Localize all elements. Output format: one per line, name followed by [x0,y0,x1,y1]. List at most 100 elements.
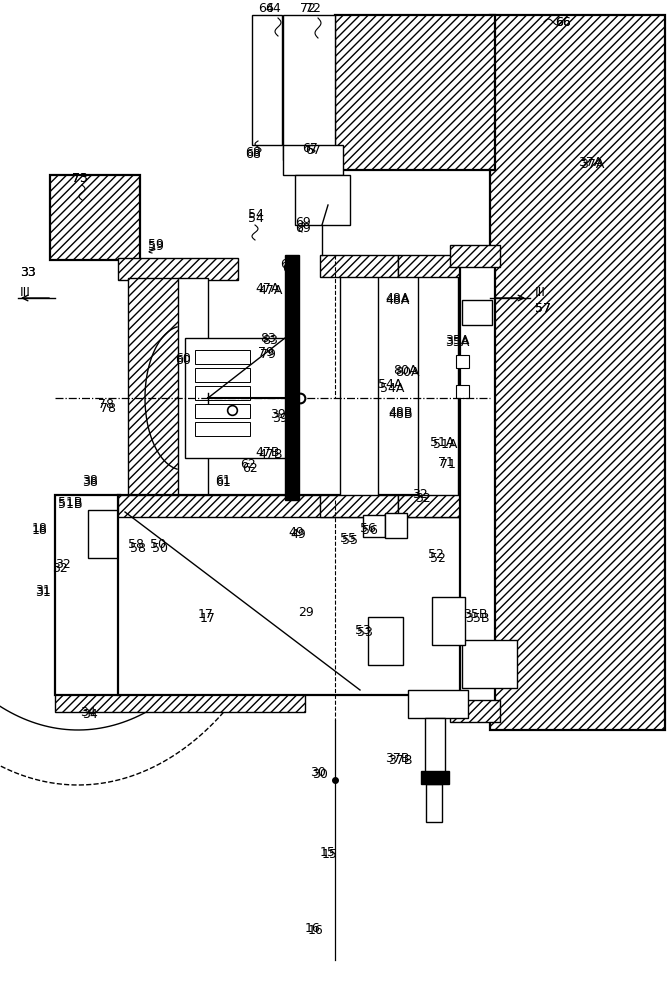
Text: 64: 64 [258,1,274,14]
Bar [55,690,305,712]
Text: 73: 73 [72,172,88,184]
Text: 67: 67 [305,143,321,156]
Text: 83: 83 [262,334,278,347]
Text: 56: 56 [360,522,376,534]
Bar [408,690,468,718]
Text: 59: 59 [148,238,164,251]
Text: 59: 59 [148,239,164,252]
Text: 83: 83 [260,332,276,344]
Text: 62: 62 [240,458,256,472]
Bar [368,617,403,665]
Text: 78: 78 [98,398,114,412]
Text: 15: 15 [322,848,338,861]
Text: 68: 68 [245,148,261,161]
Text: 35B: 35B [463,608,488,621]
Bar [426,784,442,822]
Bar [128,278,180,498]
Text: III: III [20,286,31,298]
Text: 30: 30 [310,766,326,778]
Text: 73: 73 [72,172,88,184]
Text: 65: 65 [280,258,296,271]
Text: 18: 18 [32,524,48,536]
Text: 61: 61 [215,476,231,488]
Text: 35B: 35B [465,611,490,624]
Text: 48B: 48B [388,406,413,420]
Bar [456,385,469,398]
Text: 53: 53 [357,626,373,639]
Bar [398,255,478,277]
Bar [118,495,478,517]
Text: 34: 34 [80,706,96,718]
Text: 52: 52 [430,552,446,564]
Text: 32: 32 [55,558,70,572]
Text: 47B: 47B [255,446,280,460]
Text: 49: 49 [290,528,306,542]
Text: 32: 32 [415,491,431,504]
Text: 64: 64 [265,1,280,14]
Text: 51A: 51A [430,436,454,448]
Text: 50: 50 [152,542,168,554]
Bar [195,422,250,436]
Text: 80A: 80A [393,363,417,376]
Text: 39: 39 [270,408,286,422]
Text: 37B: 37B [388,754,413,766]
Bar [335,15,495,170]
Text: 34: 34 [82,708,98,722]
Text: 72: 72 [305,1,321,14]
Text: 47A: 47A [258,284,282,296]
Bar [421,771,449,784]
Text: 33: 33 [20,265,36,278]
Text: 16: 16 [308,924,323,936]
Text: 30: 30 [312,768,328,782]
Text: 37A: 37A [578,155,603,168]
Bar [285,255,299,500]
Text: 18: 18 [32,522,48,534]
Text: III: III [535,286,546,298]
Text: 35A: 35A [445,334,470,347]
Text: 15: 15 [320,846,336,858]
Bar [425,718,445,773]
Text: 58: 58 [130,542,146,554]
Bar [195,404,250,418]
Text: 38: 38 [82,474,98,487]
Text: 16: 16 [305,922,321,934]
Bar [118,258,238,280]
Bar [460,252,495,712]
Text: 31: 31 [35,585,51,598]
Text: 37B: 37B [385,752,409,764]
Bar [450,245,500,267]
Text: 80A: 80A [395,365,419,378]
Text: 71: 71 [438,456,454,468]
Text: 48B: 48B [388,408,413,422]
Bar [320,255,398,277]
Bar [450,700,500,722]
Text: 54A: 54A [378,378,403,391]
Bar [320,495,398,517]
Bar [432,597,465,645]
Text: 33: 33 [20,265,36,278]
Text: 49: 49 [288,526,304,538]
Text: 55: 55 [342,534,358,546]
Bar [252,15,282,145]
Bar [490,15,665,730]
Bar [283,145,343,175]
Text: 57: 57 [535,302,551,314]
Bar [195,386,250,400]
Text: 57: 57 [535,302,551,314]
Text: 69: 69 [295,216,311,229]
Bar [178,278,208,498]
Text: 53: 53 [355,624,371,637]
Text: 38: 38 [82,476,98,488]
Text: 66: 66 [555,15,571,28]
Bar [398,495,478,517]
Text: 29: 29 [298,605,314,618]
Text: 79: 79 [260,349,276,361]
Text: 32: 32 [52,562,68,574]
Text: 65: 65 [282,261,298,274]
Text: 79: 79 [258,346,274,359]
Bar [50,175,140,260]
Text: 39: 39 [272,412,288,424]
Bar [456,355,469,368]
Bar [462,300,492,325]
Text: 54: 54 [248,212,264,225]
